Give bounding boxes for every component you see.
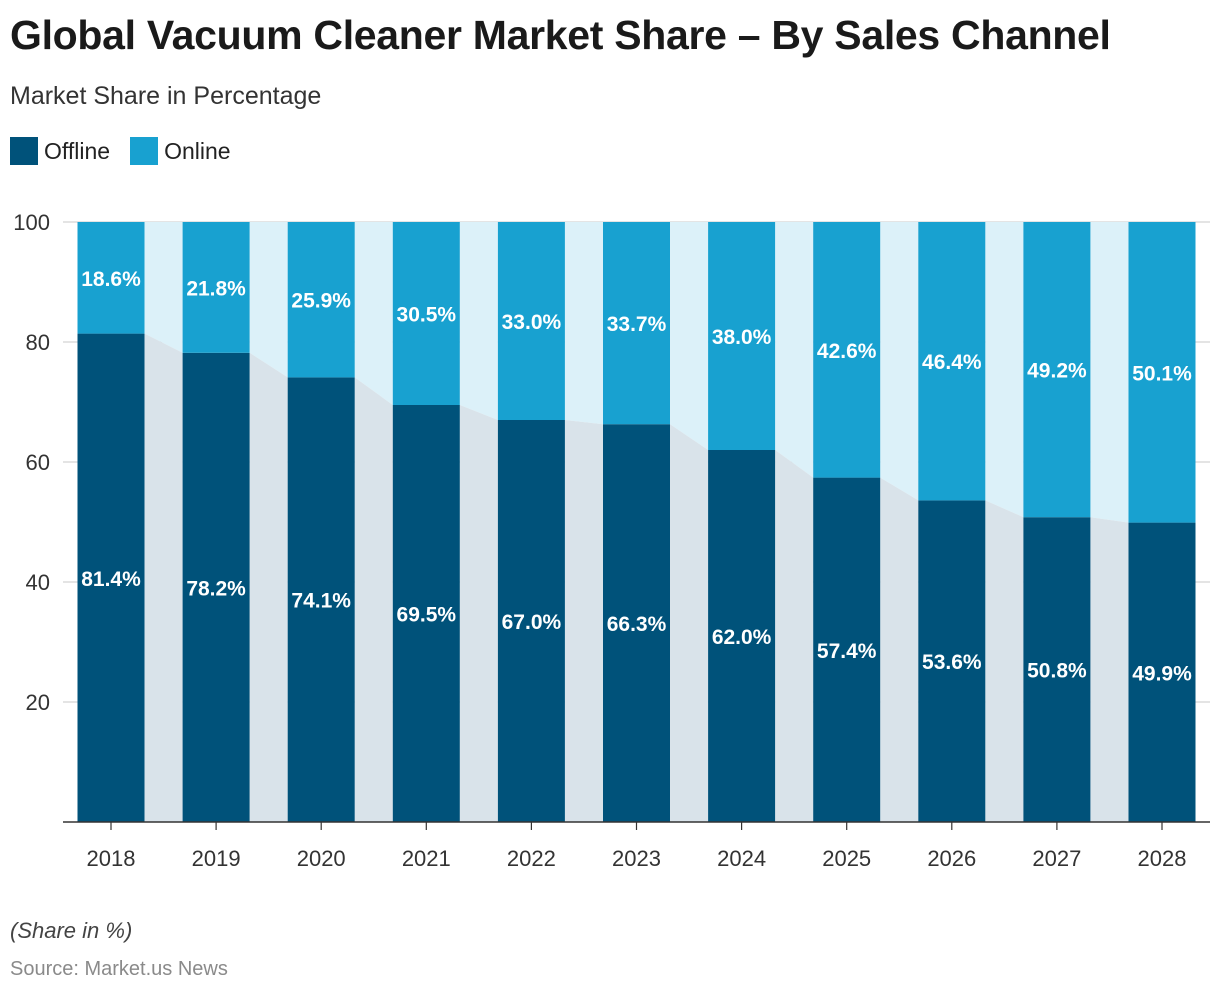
connector-offline	[564, 420, 603, 822]
connector-online	[354, 222, 393, 405]
connector-offline	[354, 377, 393, 822]
bar-online-2026	[918, 222, 986, 501]
stacked-bar-chart: 20 40 60 80 100 81.4% 18.6% 78.2% 21.8% 74.1% 25.9…	[13, 210, 1210, 871]
data-label-online: 18.6%	[81, 268, 141, 291]
chart-subtitle: Market Share in Percentage	[10, 82, 322, 110]
data-label-offline: 57.4%	[817, 640, 877, 663]
bar-online-2022	[497, 222, 565, 420]
bar-offline-2023	[603, 424, 670, 822]
bar-offline-2022	[497, 420, 565, 822]
bar-offline-2027	[1023, 517, 1091, 822]
x-tick-label: 2025	[822, 846, 871, 871]
data-label-online: 25.9%	[291, 290, 351, 313]
data-label-offline: 81.4%	[81, 568, 141, 591]
connector-online	[144, 222, 183, 353]
x-tick-label: 2023	[612, 846, 661, 871]
data-label-online: 46.4%	[922, 351, 982, 374]
data-label-offline: 49.9%	[1132, 662, 1192, 685]
bar-online-2023	[603, 222, 670, 425]
connector-offline	[249, 352, 288, 822]
connector-offline	[670, 424, 709, 822]
connector-online	[670, 222, 709, 450]
connector-online	[1090, 222, 1129, 523]
data-label-online: 49.2%	[1027, 360, 1087, 383]
x-axis: 2018 2019 2020 2021 2022 2023 2024 2025 2026 2027…	[63, 821, 1210, 871]
x-tick-label: 2028	[1138, 846, 1187, 871]
data-label-online: 42.6%	[817, 340, 877, 363]
data-label-offline: 69.5%	[397, 604, 457, 627]
data-label-online: 38.0%	[712, 326, 772, 349]
y-tick-label: 100	[13, 210, 50, 235]
connector-offline	[144, 333, 183, 822]
bar-offline-2026	[918, 500, 986, 822]
bar-offline-2020	[287, 377, 355, 822]
bar-online-2024	[708, 222, 776, 450]
bar-online-2028	[1128, 222, 1196, 523]
connector-online	[880, 222, 919, 501]
bar-offline-2019	[182, 352, 250, 822]
data-labels: 81.4% 18.6% 78.2% 21.8% 74.1% 25.9% 69.5% 30.5%…	[81, 268, 1192, 686]
legend-swatch-online	[130, 137, 159, 165]
data-label-online: 21.8%	[186, 277, 246, 300]
data-label-offline: 50.8%	[1027, 660, 1087, 683]
x-tick-label: 2020	[297, 846, 346, 871]
data-label-online: 33.7%	[607, 313, 667, 336]
bar-online-2020	[287, 222, 355, 378]
bar-online-2021	[392, 222, 460, 405]
bar-offline-2021	[392, 405, 460, 822]
connector-online	[564, 222, 603, 425]
legend-swatch-offline	[10, 137, 38, 165]
connector-online	[985, 222, 1024, 518]
x-tick-label: 2027	[1032, 846, 1081, 871]
bar-offline-2025	[813, 477, 881, 822]
data-label-offline: 53.6%	[922, 651, 982, 674]
chart-legend: Offline Online	[10, 136, 251, 166]
data-label-offline: 62.0%	[712, 626, 772, 649]
data-label-online: 33.0%	[502, 311, 562, 334]
data-label-online: 30.5%	[397, 304, 457, 327]
connector-online	[459, 222, 498, 420]
connector-offline	[1090, 517, 1129, 822]
y-tick-label: 60	[26, 450, 50, 475]
connector-offline	[880, 477, 919, 822]
x-tick-label: 2026	[927, 846, 976, 871]
connector-offline	[775, 450, 814, 822]
legend-label-online: Online	[164, 137, 231, 164]
bar-offline-2018	[77, 333, 145, 822]
bar-online-2018	[77, 222, 145, 334]
bars	[77, 222, 1196, 822]
footnote: (Share in %)	[10, 918, 133, 943]
x-tick-label: 2018	[87, 846, 136, 871]
connector-offline	[459, 405, 498, 822]
source-note: Source: Market.us News	[10, 958, 228, 980]
y-tick-label: 20	[26, 690, 50, 715]
data-label-offline: 78.2%	[186, 577, 246, 600]
connector-online	[775, 222, 814, 478]
bar-connectors	[144, 222, 1129, 822]
x-tick-label: 2022	[507, 846, 556, 871]
data-label-online: 50.1%	[1132, 362, 1192, 385]
bar-online-2027	[1023, 222, 1091, 518]
data-label-offline: 74.1%	[291, 590, 351, 613]
data-label-offline: 66.3%	[607, 613, 667, 636]
y-tick-label: 40	[26, 570, 50, 595]
bar-online-2019	[182, 222, 250, 353]
legend-item-online[interactable]: Online	[130, 137, 231, 165]
legend-item-offline[interactable]: Offline	[10, 137, 110, 165]
connector-offline	[985, 500, 1024, 822]
bar-online-2025	[813, 222, 881, 478]
connector-online	[249, 222, 288, 378]
x-tick-label: 2024	[717, 846, 766, 871]
x-tick-label: 2021	[402, 846, 451, 871]
data-label-offline: 67.0%	[502, 611, 562, 634]
legend-label-offline: Offline	[44, 137, 111, 164]
chart-title: Global Vacuum Cleaner Market Share – By …	[10, 12, 1111, 58]
y-tick-label: 80	[26, 330, 50, 355]
x-tick-label: 2019	[192, 846, 241, 871]
bar-offline-2024	[708, 450, 776, 822]
bar-offline-2028	[1128, 522, 1196, 822]
